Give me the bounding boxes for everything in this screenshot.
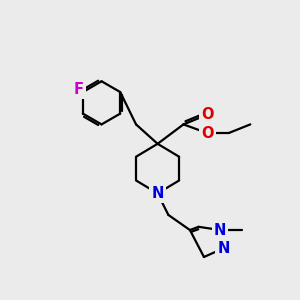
Text: N: N bbox=[152, 186, 164, 201]
Text: F: F bbox=[74, 82, 84, 97]
Text: N: N bbox=[214, 223, 226, 238]
Text: O: O bbox=[201, 125, 213, 140]
Text: N: N bbox=[217, 241, 230, 256]
Text: O: O bbox=[201, 107, 213, 122]
